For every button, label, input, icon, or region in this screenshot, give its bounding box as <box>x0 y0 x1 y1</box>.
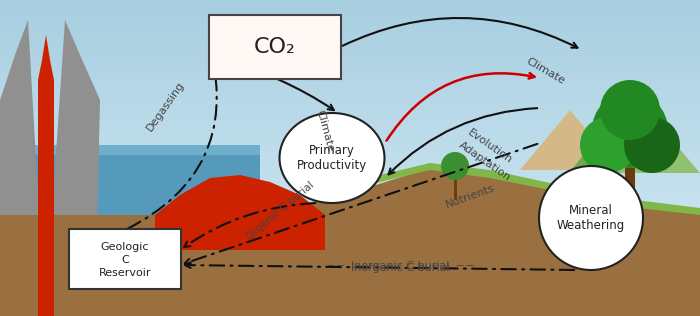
Text: Adaptation: Adaptation <box>457 139 513 183</box>
Polygon shape <box>520 110 620 170</box>
Bar <box>0 174 700 179</box>
Text: Climate: Climate <box>314 109 335 153</box>
Bar <box>0 284 700 290</box>
Text: ─ ─  Inorganic C burial  ─ ─: ─ ─ Inorganic C burial ─ ─ <box>327 261 473 271</box>
Bar <box>0 21 700 26</box>
Bar <box>0 163 700 168</box>
Polygon shape <box>0 145 260 215</box>
Bar <box>0 142 700 148</box>
Text: Organic C burial: Organic C burial <box>244 180 316 242</box>
Bar <box>0 168 700 174</box>
Bar <box>0 47 700 53</box>
Bar <box>0 148 700 153</box>
Bar <box>0 300 700 306</box>
Circle shape <box>624 117 680 173</box>
Text: Mineral
Weathering: Mineral Weathering <box>557 204 625 232</box>
Polygon shape <box>618 95 642 118</box>
Bar <box>0 311 700 316</box>
Bar <box>0 258 700 263</box>
Text: Climate: Climate <box>524 56 566 86</box>
Circle shape <box>600 80 660 140</box>
Bar <box>0 100 700 105</box>
Bar <box>0 227 700 232</box>
Bar <box>0 89 700 95</box>
Circle shape <box>592 92 668 168</box>
Bar <box>0 290 700 295</box>
Bar <box>0 190 700 195</box>
Bar <box>0 221 700 227</box>
Bar <box>0 158 700 163</box>
Bar <box>0 237 700 242</box>
Text: Geologic
C
Reservoir: Geologic C Reservoir <box>99 242 151 278</box>
Bar <box>0 0 700 5</box>
Bar <box>0 58 700 63</box>
Bar <box>0 53 700 58</box>
Bar <box>0 306 700 311</box>
Bar <box>0 42 700 47</box>
Polygon shape <box>0 20 100 316</box>
Circle shape <box>441 152 469 180</box>
FancyBboxPatch shape <box>69 229 181 289</box>
Bar <box>0 274 700 279</box>
Bar <box>0 105 700 111</box>
Bar <box>0 179 700 184</box>
Bar <box>0 95 700 100</box>
Bar <box>0 37 700 42</box>
Bar <box>0 32 700 37</box>
Bar <box>0 269 700 274</box>
Bar <box>0 10 700 16</box>
Bar <box>0 247 700 253</box>
Text: Evolution: Evolution <box>466 127 514 165</box>
Bar <box>0 5 700 10</box>
Bar <box>0 132 700 137</box>
Text: Primary
Productivity: Primary Productivity <box>297 144 367 172</box>
Bar <box>0 279 700 284</box>
Circle shape <box>539 166 643 270</box>
Text: Nutrients: Nutrients <box>444 182 496 210</box>
Bar <box>0 111 700 116</box>
Bar <box>625 168 635 208</box>
Bar <box>0 26 700 32</box>
Bar <box>0 200 700 205</box>
Bar <box>0 126 700 132</box>
Polygon shape <box>0 168 700 316</box>
Bar <box>0 63 700 69</box>
Bar <box>0 79 700 84</box>
Bar <box>0 263 700 269</box>
Bar <box>0 121 700 126</box>
FancyBboxPatch shape <box>209 15 341 79</box>
Ellipse shape <box>279 113 384 203</box>
Text: Inorganic C burial: Inorganic C burial <box>351 263 449 273</box>
Bar <box>0 84 700 89</box>
Bar <box>0 137 700 142</box>
Bar <box>0 153 700 158</box>
Circle shape <box>580 117 636 173</box>
Bar <box>0 16 700 21</box>
Bar <box>0 232 700 237</box>
Polygon shape <box>330 163 700 215</box>
Bar <box>0 116 700 121</box>
Bar <box>0 184 700 190</box>
Polygon shape <box>0 145 260 155</box>
Bar <box>0 211 700 216</box>
Text: CO₂: CO₂ <box>254 37 296 57</box>
Bar <box>0 253 700 258</box>
Bar <box>0 195 700 200</box>
Bar <box>0 205 700 211</box>
Bar <box>0 295 700 300</box>
Bar <box>0 74 700 79</box>
Bar <box>0 242 700 247</box>
Polygon shape <box>570 95 690 172</box>
Text: Degassing: Degassing <box>144 79 186 133</box>
Polygon shape <box>155 175 325 250</box>
Polygon shape <box>38 35 54 316</box>
Polygon shape <box>260 215 700 316</box>
Bar <box>0 69 700 74</box>
Polygon shape <box>610 120 700 173</box>
Bar <box>0 216 700 221</box>
